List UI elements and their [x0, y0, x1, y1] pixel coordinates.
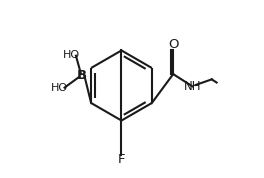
- Text: O: O: [168, 38, 178, 51]
- Text: HO: HO: [63, 50, 80, 60]
- Text: NH: NH: [184, 80, 201, 93]
- Text: B: B: [77, 69, 87, 82]
- Text: F: F: [118, 153, 125, 166]
- Text: HO: HO: [51, 83, 68, 93]
